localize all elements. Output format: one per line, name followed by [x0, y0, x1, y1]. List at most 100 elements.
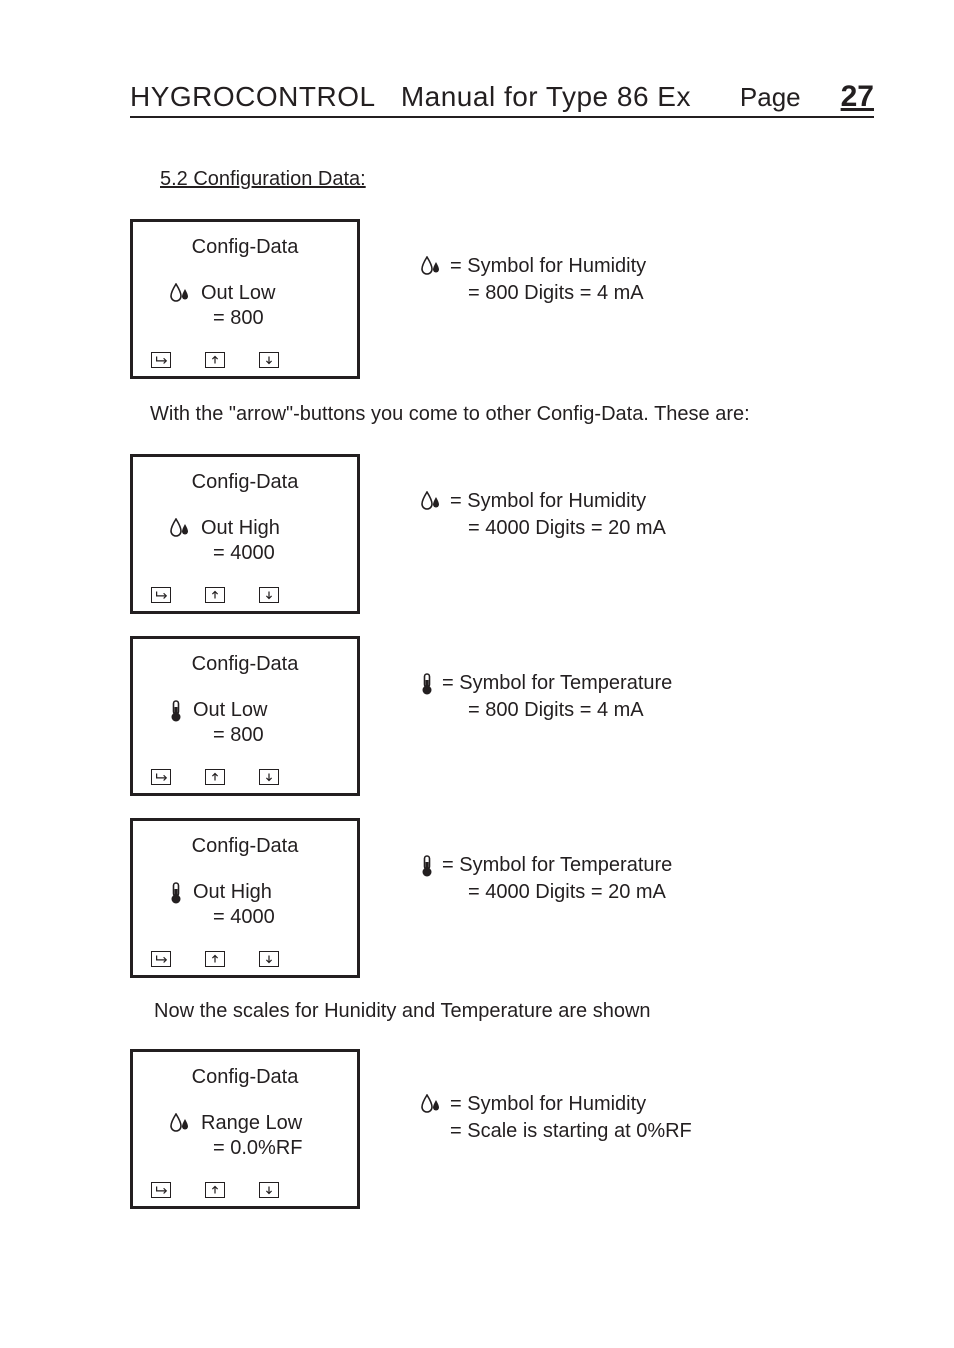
lcd-display: Config-Data Out Low= 800 — [130, 219, 360, 379]
up-button-icon — [205, 352, 225, 368]
config-row: Config-Data Out Low= 800 = Symbol for Temp… — [130, 636, 874, 796]
config-row: Config-Data Range Low= 0.0%RF = Symbol for… — [130, 1049, 874, 1209]
explain-text-1: = Symbol for Temperature — [442, 672, 672, 695]
explain-text-1: = Symbol for Humidity — [450, 1093, 646, 1116]
humidity-icon — [420, 256, 442, 278]
down-button-icon — [259, 1182, 279, 1198]
thermometer-icon — [420, 673, 434, 695]
up-button-icon — [205, 769, 225, 785]
down-button-icon — [259, 352, 279, 368]
config-row: Config-Data Out High= 4000 = Symbol for Te… — [130, 818, 874, 978]
explain-line-2: = Scale is starting at 0%RF — [420, 1120, 692, 1143]
lcd-line-2: = 4000 — [169, 541, 357, 566]
explain-line-2: = 4000 Digits = 20 mA — [420, 517, 666, 540]
lcd-body: Out Low= 800 — [133, 698, 357, 765]
lcd-button-row — [133, 352, 357, 368]
lcd-line-2: = 0.0%RF — [169, 1136, 357, 1161]
explanation: = Symbol for Temperature = 800 Digits = 4… — [420, 636, 672, 726]
explain-line-1: = Symbol for Humidity — [420, 255, 646, 278]
config-blocks-2: Config-DataOut High= 4000= Symbol for Hu… — [130, 454, 874, 978]
explain-text-1: = Symbol for Humidity — [450, 490, 646, 513]
lcd-param-label: Out Low — [193, 698, 267, 723]
lcd-body: Out Low= 800 — [133, 281, 357, 348]
explanation: = Symbol for Humidity = 4000 Digits = 20 … — [420, 454, 666, 544]
lcd-display: Config-Data Out High= 4000 — [130, 454, 360, 614]
explain-text-2: = Scale is starting at 0%RF — [450, 1120, 692, 1143]
explanation: = Symbol for Humidity = 800 Digits = 4 mA — [420, 219, 646, 309]
header-title-rest: Manual for Type 86 Ex — [401, 81, 691, 112]
explain-line-2: = 800 Digits = 4 mA — [420, 282, 646, 305]
humidity-icon — [169, 1113, 191, 1135]
lcd-button-row — [133, 587, 357, 603]
humidity-icon — [169, 283, 191, 305]
lcd-param-label: Out High — [201, 516, 280, 541]
lcd-title: Config-Data — [133, 1066, 357, 1089]
explanation: = Symbol for Humidity = Scale is starting… — [420, 1049, 692, 1147]
explain-text-1: = Symbol for Temperature — [442, 854, 672, 877]
lcd-body: Range Low= 0.0%RF — [133, 1111, 357, 1178]
lcd-body: Out High= 4000 — [133, 516, 357, 583]
config-blocks-3: Config-Data Range Low= 0.0%RF = Symbol for… — [130, 1049, 874, 1209]
explain-line-1: = Symbol for Temperature — [420, 854, 672, 877]
up-button-icon — [205, 951, 225, 967]
lcd-button-row — [133, 769, 357, 785]
lcd-param-label: Range Low — [201, 1111, 302, 1136]
lcd-display: Config-Data Out High= 4000 — [130, 818, 360, 978]
lcd-button-row — [133, 951, 357, 967]
page-header: HYGROCONTROL Manual for Type 86 Ex Page … — [130, 80, 874, 118]
lcd-line-2: = 4000 — [169, 905, 357, 930]
enter-button-icon — [151, 587, 171, 603]
explain-line-1: = Symbol for Temperature — [420, 672, 672, 695]
enter-button-icon — [151, 951, 171, 967]
up-button-icon — [205, 1182, 225, 1198]
explain-text-2: = 800 Digits = 4 mA — [468, 282, 644, 305]
explanation: = Symbol for Temperature = 4000 Digits = … — [420, 818, 672, 908]
config-blocks-1: Config-Data Out Low= 800 = Symbol for Humi… — [130, 219, 874, 379]
lcd-line-1: Out Low — [169, 698, 357, 723]
lcd-title: Config-Data — [133, 653, 357, 676]
intertext-1: With the "arrow"-buttons you come to oth… — [150, 401, 874, 428]
humidity-icon — [420, 1094, 442, 1116]
down-button-icon — [259, 587, 279, 603]
explain-text-2: = 4000 Digits = 20 mA — [468, 881, 666, 904]
thermometer-icon — [169, 882, 183, 904]
explain-line-1: = Symbol for Humidity — [420, 1093, 692, 1116]
lcd-line-2: = 800 — [169, 306, 357, 331]
manual-page: HYGROCONTROL Manual for Type 86 Ex Page … — [0, 0, 954, 1271]
explain-text-1: = Symbol for Humidity — [450, 255, 646, 278]
intertext-2: Now the scales for Hunidity and Temperat… — [154, 1000, 874, 1023]
lcd-body: Out High= 4000 — [133, 880, 357, 947]
explain-line-2: = 4000 Digits = 20 mA — [420, 881, 672, 904]
down-button-icon — [259, 951, 279, 967]
lcd-display: Config-Data Out Low= 800 — [130, 636, 360, 796]
lcd-title: Config-Data — [133, 835, 357, 858]
lcd-title: Config-Data — [133, 236, 357, 259]
page-label: Page — [740, 82, 801, 113]
lcd-line-1: Range Low — [169, 1111, 357, 1136]
down-button-icon — [259, 769, 279, 785]
enter-button-icon — [151, 769, 171, 785]
lcd-title: Config-Data — [133, 471, 357, 494]
config-row: Config-Data Out High= 4000 = Symbol for Hu… — [130, 454, 874, 614]
brand-text: HYGROCONTROL — [130, 81, 375, 112]
lcd-param-label: Out Low — [201, 281, 275, 306]
thermometer-icon — [420, 855, 434, 877]
lcd-line-1: Out High — [169, 880, 357, 905]
lcd-line-1: Out High — [169, 516, 357, 541]
lcd-param-label: Out High — [193, 880, 272, 905]
header-brand: HYGROCONTROL Manual for Type 86 Ex — [130, 81, 691, 113]
humidity-icon — [169, 518, 191, 540]
enter-button-icon — [151, 352, 171, 368]
enter-button-icon — [151, 1182, 171, 1198]
explain-line-1: = Symbol for Humidity — [420, 490, 666, 513]
explain-text-2: = 4000 Digits = 20 mA — [468, 517, 666, 540]
explain-text-2: = 800 Digits = 4 mA — [468, 699, 644, 722]
lcd-button-row — [133, 1182, 357, 1198]
lcd-display: Config-Data Range Low= 0.0%RF — [130, 1049, 360, 1209]
config-row: Config-Data Out Low= 800 = Symbol for Humi… — [130, 219, 874, 379]
lcd-line-2: = 800 — [169, 723, 357, 748]
humidity-icon — [420, 491, 442, 513]
lcd-line-1: Out Low — [169, 281, 357, 306]
thermometer-icon — [169, 700, 183, 722]
section-title: 5.2 Configuration Data: — [160, 168, 874, 191]
